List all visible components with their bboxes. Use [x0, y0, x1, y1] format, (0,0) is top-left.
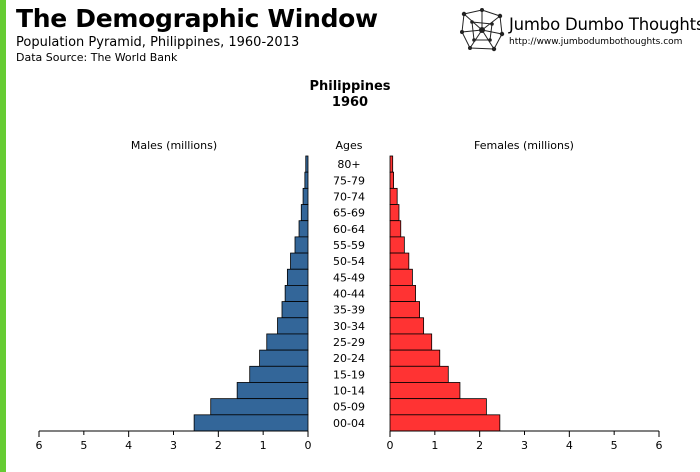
male-bar — [284, 285, 309, 302]
age-group-label: 30-34 — [333, 320, 365, 333]
female-bar — [389, 187, 398, 205]
brand-block[interactable]: Jumbo Dumbo Thoughts http://www.jumbodum… — [458, 6, 700, 54]
female-bar — [389, 398, 487, 416]
female-bar — [389, 333, 433, 351]
age-group-label: 05-09 — [333, 401, 365, 414]
left-tick-label: 6 — [36, 439, 43, 452]
male-bar — [259, 349, 309, 367]
age-group-label: 55-59 — [333, 239, 365, 252]
right-axis-label: Females (millions) — [474, 139, 574, 152]
female-bar — [389, 382, 461, 400]
chart-year: 1960 — [331, 95, 369, 110]
age-group-label: 25-29 — [333, 336, 365, 349]
age-group-label: 00-04 — [333, 417, 365, 430]
female-bar — [389, 301, 420, 319]
female-bar — [389, 171, 394, 189]
male-bar — [300, 204, 309, 222]
female-bar — [389, 236, 405, 254]
male-bar — [236, 382, 309, 400]
right-tick-label: 5 — [611, 439, 618, 452]
left-tick-label: 1 — [260, 439, 267, 452]
male-bar — [277, 317, 309, 335]
chart-title: Philippines — [309, 79, 391, 94]
page-title: The Demographic Window — [16, 4, 378, 33]
left-tick-label: 0 — [305, 439, 312, 452]
male-bar — [304, 171, 309, 189]
female-bar — [389, 220, 402, 238]
right-tick-label: 3 — [521, 439, 528, 452]
male-bar — [193, 414, 309, 432]
male-bar — [302, 187, 309, 205]
page-subtitle: Population Pyramid, Philippines, 1960-20… — [16, 35, 300, 50]
age-group-label: 50-54 — [333, 255, 365, 268]
right-tick-label: 6 — [656, 439, 663, 452]
age-group-label: 75-79 — [333, 174, 365, 187]
female-bar — [389, 268, 413, 286]
male-bar — [298, 220, 309, 238]
female-bar — [389, 155, 394, 173]
network-globe-icon — [460, 8, 505, 52]
age-group-label: 60-64 — [333, 223, 365, 236]
male-bar — [210, 398, 309, 416]
age-group-label: 65-69 — [333, 207, 365, 220]
age-group-label: 70-74 — [333, 190, 365, 203]
male-bar — [281, 301, 309, 319]
female-bar — [389, 414, 501, 432]
left-tick-label: 2 — [215, 439, 222, 452]
female-bar — [389, 252, 410, 270]
age-group-label: 80+ — [337, 158, 360, 171]
brand-name: Jumbo Dumbo Thoughts — [509, 15, 700, 34]
left-tick-label: 5 — [80, 439, 87, 452]
male-bar — [249, 365, 309, 383]
male-bar — [294, 236, 309, 254]
male-bar — [305, 155, 309, 173]
right-tick-label: 2 — [476, 439, 483, 452]
brand-url[interactable]: http://www.jumbodumbothoughts.com — [509, 37, 683, 47]
female-bar — [389, 365, 449, 383]
accent-bar — [0, 0, 6, 472]
right-tick-label: 0 — [387, 439, 394, 452]
male-bar — [290, 252, 309, 270]
left-tick-label: 4 — [125, 439, 132, 452]
age-group-label: 20-24 — [333, 352, 365, 365]
age-group-label: 40-44 — [333, 288, 365, 301]
female-bar — [389, 349, 441, 367]
age-group-label: 45-49 — [333, 271, 365, 284]
female-bar — [389, 317, 425, 335]
male-bar — [286, 268, 309, 286]
right-tick-label: 4 — [566, 439, 573, 452]
female-bar — [389, 285, 416, 302]
age-group-label: 15-19 — [333, 368, 365, 381]
age-group-label: 35-39 — [333, 304, 365, 317]
left-tick-label: 3 — [170, 439, 177, 452]
data-source: Data Source: The World Bank — [16, 51, 178, 64]
left-axis-label: Males (millions) — [131, 139, 217, 152]
male-bar — [266, 333, 309, 351]
female-bar — [389, 204, 400, 222]
age-group-label: 10-14 — [333, 385, 365, 398]
center-axis-label: Ages — [335, 139, 362, 152]
right-tick-label: 1 — [431, 439, 438, 452]
